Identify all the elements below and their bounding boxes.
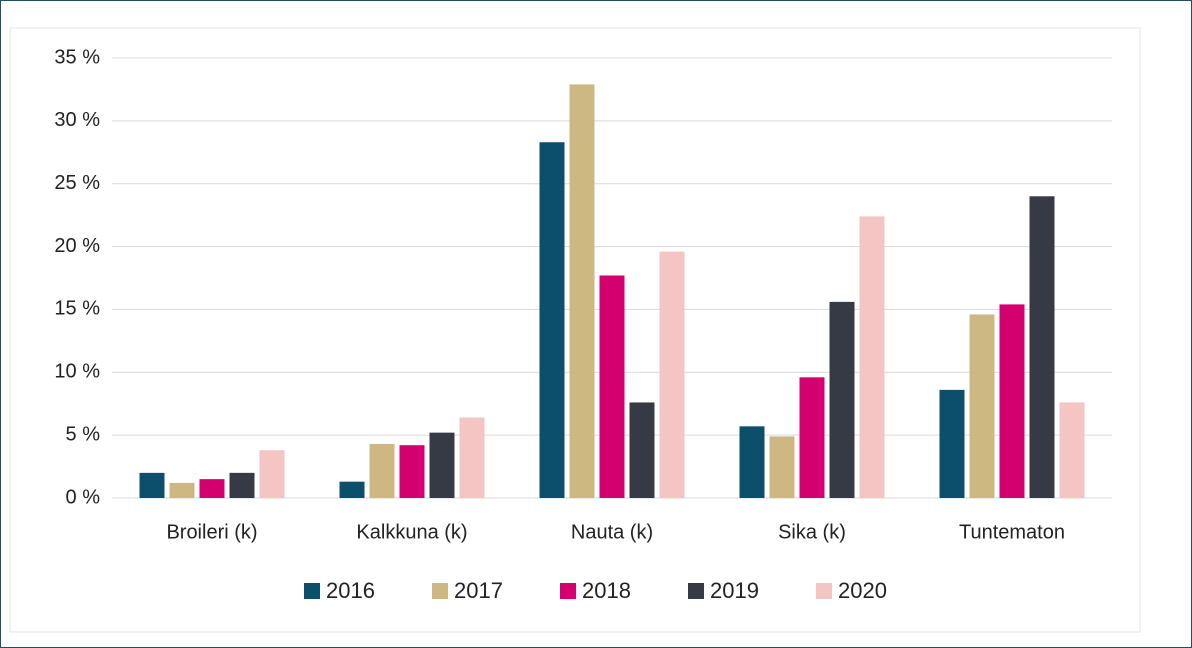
bar (229, 472, 255, 498)
y-tick-label: 25 % (54, 172, 100, 194)
legend-label: 2016 (326, 578, 375, 603)
bar (399, 445, 425, 498)
y-tick-label: 15 % (54, 298, 100, 320)
legend-swatch (560, 583, 576, 599)
legend-label: 2018 (582, 578, 631, 603)
legend-swatch (304, 583, 320, 599)
y-tick-label: 10 % (54, 361, 100, 383)
bar (859, 216, 885, 498)
legend-label: 2020 (838, 578, 887, 603)
bar (169, 482, 195, 498)
bar (659, 251, 685, 498)
x-tick-label: Sika (k) (778, 521, 846, 543)
legend-swatch (688, 583, 704, 599)
bar (799, 377, 825, 498)
legend-label: 2017 (454, 578, 503, 603)
bar (969, 314, 995, 498)
legend-label: 2019 (710, 578, 759, 603)
y-tick-label: 0 % (66, 486, 101, 508)
x-tick-label: Broileri (k) (166, 521, 257, 543)
bar (939, 389, 965, 498)
x-tick-label: Tuntematon (959, 521, 1065, 543)
y-tick-label: 20 % (54, 235, 100, 257)
bar (369, 443, 395, 498)
bar (769, 436, 795, 498)
y-tick-label: 35 % (54, 46, 100, 68)
legend-swatch (432, 583, 448, 599)
legend-swatch (816, 583, 832, 599)
x-tick-label: Nauta (k) (571, 521, 653, 543)
bar (429, 432, 455, 498)
bar (139, 472, 165, 498)
bar (259, 450, 285, 498)
bar (829, 301, 855, 498)
x-tick-label: Kalkkuna (k) (356, 521, 467, 543)
bar (739, 426, 765, 498)
bar (199, 479, 225, 498)
y-tick-label: 5 % (66, 423, 101, 445)
bar (569, 84, 595, 499)
bar (999, 304, 1025, 498)
bar (339, 481, 365, 498)
bar (1029, 196, 1055, 499)
y-tick-label: 30 % (54, 109, 100, 131)
bar (539, 142, 565, 498)
bar (629, 402, 655, 498)
bar (599, 275, 625, 498)
bar (459, 417, 485, 498)
bar (1059, 402, 1085, 498)
